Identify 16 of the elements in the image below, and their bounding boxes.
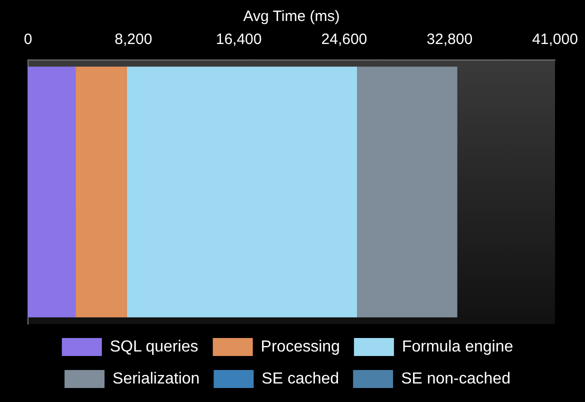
x-tick-label: 0	[24, 31, 32, 48]
legend-label: SE non-cached	[401, 370, 510, 388]
bar	[76, 66, 127, 318]
x-axis-title: Avg Time (ms)	[243, 8, 340, 26]
x-tick-label: 41,000	[532, 31, 578, 48]
legend-label: SQL queries	[110, 338, 198, 356]
legend-label: Formula engine	[402, 338, 514, 356]
x-tick-label: 16,400	[216, 31, 262, 48]
legend-label: SE cached	[262, 370, 340, 388]
bar	[357, 66, 458, 318]
x-tick-label: 24,600	[321, 31, 368, 48]
x-tick-label: 8,200	[114, 31, 152, 48]
legend-label: Serialization	[112, 370, 200, 388]
x-tick-label: 32,800	[426, 31, 473, 48]
bar	[28, 66, 76, 318]
legend-label: Processing	[260, 338, 340, 356]
